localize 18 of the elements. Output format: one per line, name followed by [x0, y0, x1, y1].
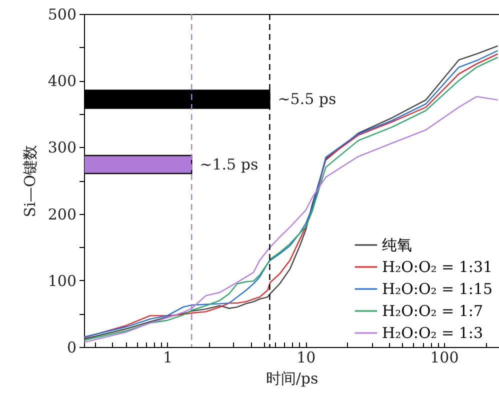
y-tick-label: 300: [48, 138, 76, 157]
y-tick-label: 200: [48, 205, 76, 224]
legend-label: H₂O:O₂ = 1:31: [382, 258, 493, 276]
legend-label: 纯氧: [382, 236, 412, 254]
annotation: ∼5.5 ps: [278, 90, 336, 108]
x-tick-label: 10: [296, 348, 316, 366]
y-tick-label: 400: [48, 72, 76, 90]
annotation: ∼1.5 ps: [200, 156, 258, 174]
x-axis-title: 时间/ps: [266, 370, 318, 388]
legend-label: H₂O:O₂ = 1:3: [382, 324, 484, 342]
legend-label: H₂O:O₂ = 1:7: [382, 302, 484, 320]
y-tick-label: 500: [48, 6, 76, 24]
legend-label: H₂O:O₂ = 1:15: [382, 280, 493, 298]
y-axis-title: Si—O键数: [20, 144, 39, 218]
y-tick-label: 100: [48, 272, 76, 290]
x-tick-label: 1: [163, 348, 173, 366]
y-tick-label: 0: [66, 338, 76, 356]
x-tick-label: 100: [430, 348, 459, 366]
